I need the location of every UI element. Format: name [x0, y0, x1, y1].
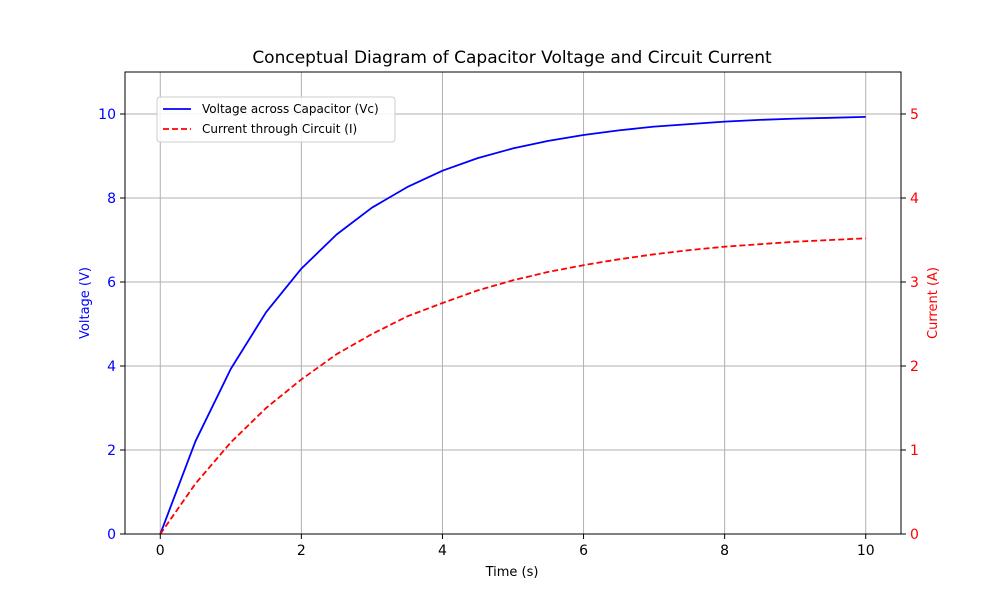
legend: Voltage across Capacitor (Vc) Current th… — [156, 96, 396, 143]
plot-frame — [124, 71, 902, 535]
legend-label-current: Current through Circuit (I) — [202, 122, 357, 136]
y-axis-label-left: Voltage (V) — [78, 267, 93, 339]
legend-box — [156, 96, 396, 143]
y-left-tick-label-5: 10 — [98, 107, 116, 123]
y-right-tick-label-3: 3 — [910, 275, 919, 291]
y-axis-label-right: Current (A) — [926, 267, 941, 339]
y-right-tick-label-4: 4 — [910, 191, 919, 207]
series-line-1 — [159, 237, 866, 535]
y-right-tick-label-1: 1 — [910, 443, 919, 459]
y-left-tick-label-1: 2 — [107, 443, 116, 459]
series-layer — [159, 116, 866, 535]
x-tick-label-2: 4 — [438, 543, 447, 559]
y-left-tick-label-4: 8 — [107, 191, 116, 207]
y-right-tick-label-2: 2 — [910, 359, 919, 375]
y-left-tick-label-3: 6 — [107, 275, 116, 291]
x-axis-label: Time (s) — [485, 565, 539, 580]
y-right-tick-label-0: 0 — [910, 527, 919, 543]
x-tick-label-4: 8 — [720, 543, 729, 559]
x-tick-label-1: 2 — [297, 543, 306, 559]
y-left-tick-label-0: 0 — [107, 527, 116, 543]
series-line-0 — [159, 116, 866, 535]
x-tick-label-3: 6 — [579, 543, 588, 559]
x-tick-label-5: 10 — [857, 543, 875, 559]
y-right-tick-label-5: 5 — [910, 107, 919, 123]
legend-label-voltage: Voltage across Capacitor (Vc) — [202, 102, 379, 116]
x-tick-label-0: 0 — [156, 543, 165, 559]
ticks: 0 2 4 6 8 10 0 2 4 6 8 10 0 1 2 3 4 5 — [98, 107, 919, 559]
chart-title: Conceptual Diagram of Capacitor Voltage … — [252, 48, 772, 68]
y-left-tick-label-2: 4 — [107, 359, 116, 375]
